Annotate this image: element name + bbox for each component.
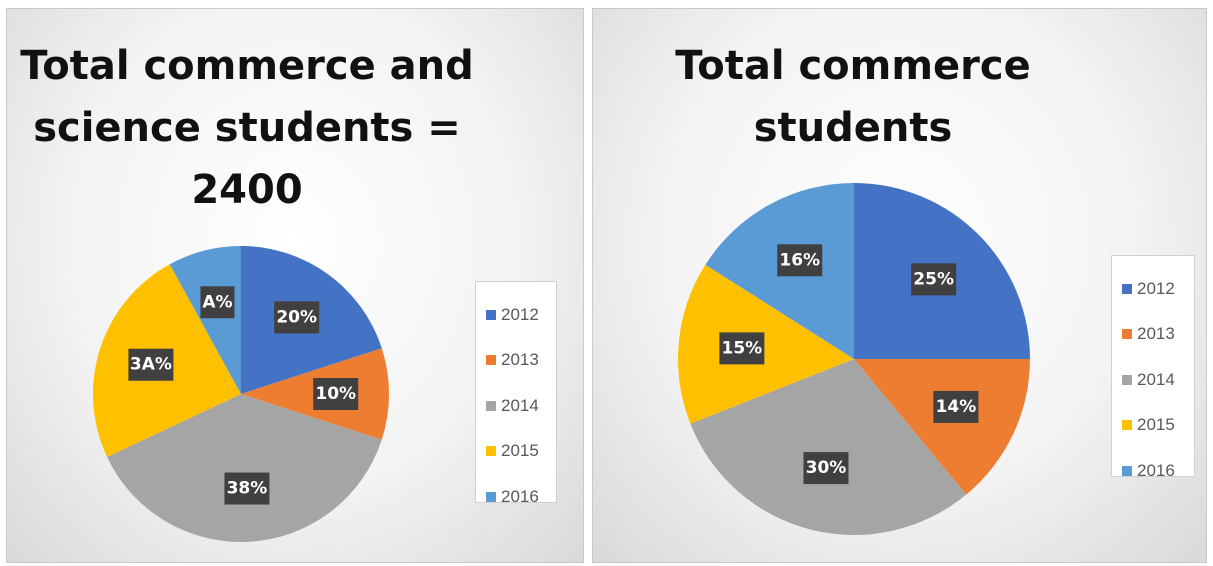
chart-right-legend-swatch-2013 <box>1122 329 1132 340</box>
svg-text:20%: 20% <box>276 307 317 327</box>
chart-right-legend-label-2014: 2014 <box>1137 369 1175 389</box>
chart-left-legend-item-2015: 2015 <box>486 429 548 475</box>
chart-right-slice-2014 <box>690 359 967 535</box>
chart-right-legend: 2012 2013 2014 2015 2016 <box>1111 255 1195 480</box>
chart-left-title: Total commerce and science students = 24… <box>7 35 487 221</box>
chart-left-data-label-2014: 38% <box>224 472 270 505</box>
chart-left-legend-swatch-2014 <box>486 400 496 411</box>
chart-right-legend-swatch-2015 <box>1122 420 1132 431</box>
chart-left-legend-label-2012: 2012 <box>501 304 539 324</box>
chart-left-legend-item-2012: 2012 <box>486 292 548 338</box>
chart-right-pie: 25% 14% 30% 15% 16% <box>678 183 1030 535</box>
chart-left-slice-2016 <box>169 246 241 394</box>
chart-left-legend-label-2015: 2015 <box>501 441 539 461</box>
chart-right-legend-item-2012: 2012 <box>1122 266 1186 312</box>
svg-text:10%: 10% <box>315 384 356 404</box>
chart-left-pie: 20% 10% 38% 3A% A% <box>92 246 389 543</box>
chart-right-legend-label-2012: 2012 <box>1137 278 1175 298</box>
chart-left-panel: Total commerce and science students = 24… <box>6 8 584 563</box>
chart-left-legend: 2012 2013 2014 2015 2016 <box>475 281 557 506</box>
chart-right-data-label-2013: 14% <box>933 390 979 423</box>
chart-left-data-label-2016: A% <box>200 286 235 319</box>
svg-text:3A%: 3A% <box>130 355 172 375</box>
chart-left-legend-label-2016: 2016 <box>501 486 539 506</box>
chart-right-legend-item-2014: 2014 <box>1122 357 1186 403</box>
chart-left-legend-swatch-2012 <box>486 309 496 320</box>
svg-text:14%: 14% <box>936 397 977 417</box>
chart-right-title: Total commerce students <box>593 35 1113 159</box>
chart-right-slice-2015 <box>678 264 854 424</box>
chart-right-data-label-2012: 25% <box>911 263 957 296</box>
chart-left-legend-item-2014: 2014 <box>486 383 548 429</box>
chart-right-legend-swatch-2016 <box>1122 465 1132 476</box>
chart-right-legend-swatch-2014 <box>1122 374 1132 385</box>
svg-text:16%: 16% <box>779 250 820 270</box>
chart-left-legend-label-2013: 2013 <box>501 350 539 370</box>
chart-left-legend-label-2014: 2014 <box>501 395 539 415</box>
svg-text:25%: 25% <box>913 269 954 289</box>
chart-right-legend-swatch-2012 <box>1122 283 1132 294</box>
chart-left-data-label-2013: 10% <box>313 378 359 410</box>
chart-right-legend-item-2013: 2013 <box>1122 312 1186 358</box>
chart-right-legend-label-2016: 2016 <box>1137 460 1175 480</box>
svg-text:30%: 30% <box>806 458 847 478</box>
chart-right-data-label-2016: 16% <box>777 244 823 277</box>
chart-left-slice-2014 <box>107 394 382 543</box>
chart-right-title-line-1: Total commerce <box>675 43 1031 89</box>
chart-right-legend-item-2016: 2016 <box>1122 448 1186 494</box>
chart-right-legend-label-2013: 2013 <box>1137 324 1175 344</box>
svg-text:15%: 15% <box>722 338 763 358</box>
chart-right-legend-label-2015: 2015 <box>1137 415 1175 435</box>
chart-left-data-label-2015: 3A% <box>128 348 174 381</box>
chart-left-legend-swatch-2013 <box>486 355 496 366</box>
chart-right-slice-2013 <box>854 359 1030 495</box>
chart-left-title-line-3: 2400 <box>191 167 303 213</box>
svg-text:A%: A% <box>202 292 232 312</box>
chart-right-panel: Total commerce students 25% 14% 30% 15% 16% … <box>592 8 1207 563</box>
svg-text:38%: 38% <box>227 479 268 499</box>
chart-left-title-line-2: science students = <box>33 105 461 151</box>
chart-right-title-line-2: students <box>753 105 953 151</box>
chart-right-data-label-2014: 30% <box>803 452 849 485</box>
chart-left-legend-swatch-2016 <box>486 491 496 502</box>
chart-right-data-label-2015: 15% <box>719 332 765 365</box>
chart-left-legend-item-2016: 2016 <box>486 474 548 520</box>
chart-left-title-line-1: Total commerce and <box>20 43 474 89</box>
chart-left-legend-item-2013: 2013 <box>486 338 548 384</box>
chart-left-data-label-2012: 20% <box>274 301 320 334</box>
chart-right-legend-item-2015: 2015 <box>1122 403 1186 449</box>
chart-left-legend-swatch-2015 <box>486 446 496 457</box>
